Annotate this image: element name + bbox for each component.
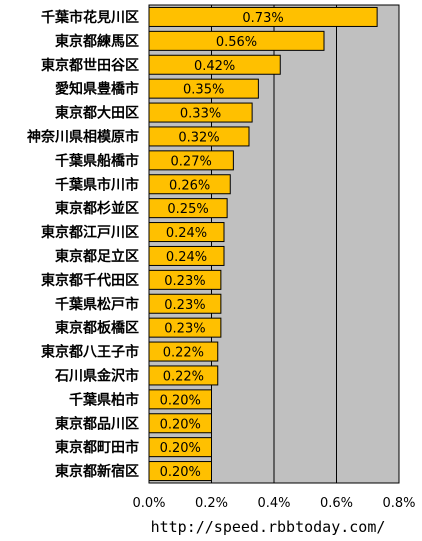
data-label: 0.20% <box>160 465 201 480</box>
bar <box>148 269 222 290</box>
bar <box>148 293 222 314</box>
bar <box>148 222 225 243</box>
data-label: 0.23% <box>164 322 205 337</box>
bar <box>148 413 212 434</box>
category-label: 千葉県船橋市 <box>55 152 139 169</box>
bar <box>148 437 212 458</box>
data-label: 0.73% <box>242 11 283 26</box>
bar <box>148 341 219 362</box>
data-label: 0.42% <box>194 59 235 74</box>
category-label: 東京都板橋区 <box>55 320 139 337</box>
bar <box>148 30 325 51</box>
data-label: 0.32% <box>178 130 219 145</box>
category-label: 東京都品川区 <box>55 415 139 432</box>
category-label: 千葉県市川市 <box>55 176 139 193</box>
category-label: 千葉市花見川区 <box>41 9 139 26</box>
category-label: 東京都世田谷区 <box>41 57 139 74</box>
x-tick-label: 0.2% <box>195 496 228 511</box>
x-tick-label: 0.4% <box>257 496 290 511</box>
bar <box>148 150 234 171</box>
category-label: 東京都大田区 <box>55 105 139 122</box>
data-label: 0.20% <box>160 441 201 456</box>
bar <box>148 198 228 219</box>
category-label: 愛知県豊橋市 <box>55 81 139 98</box>
bar <box>148 245 225 266</box>
category-label: 東京都千代田区 <box>41 272 139 289</box>
x-tick-label: 0.0% <box>132 496 165 511</box>
bar <box>148 126 250 147</box>
category-labels: 千葉市花見川区東京都練馬区東京都世田谷区愛知県豊橋市東京都大田区神奈川県相模原市… <box>27 9 139 480</box>
data-label: 0.27% <box>171 154 212 169</box>
category-label: 東京都江戸川区 <box>41 224 139 241</box>
x-tick-label: 0.8% <box>382 496 415 511</box>
data-label: 0.24% <box>166 250 207 265</box>
bar <box>148 174 231 195</box>
data-label: 0.26% <box>169 178 210 193</box>
category-label: 千葉県柏市 <box>69 391 139 408</box>
data-label: 0.25% <box>167 202 208 217</box>
data-label: 0.22% <box>163 369 204 384</box>
bar <box>148 6 378 27</box>
bar <box>148 365 219 386</box>
bar <box>148 102 253 123</box>
bar <box>148 389 212 410</box>
value-labels: 0.73% 0.56% 0.42% 0.35% 0.33% 0.32% 0.27% 0.26%… <box>160 11 284 480</box>
data-label: 0.33% <box>180 107 221 122</box>
category-label: 神奈川県相模原市 <box>27 128 139 145</box>
category-label: 千葉県松戸市 <box>55 296 139 313</box>
x-tick-label: 0.6% <box>320 496 353 511</box>
x-axis-tick-labels: 0.0% 0.2% 0.4% 0.6% 0.8% <box>132 496 415 511</box>
bar <box>148 78 259 99</box>
data-label: 0.22% <box>163 346 204 361</box>
category-label: 東京都杉並区 <box>55 200 139 217</box>
category-label: 東京都練馬区 <box>55 33 139 50</box>
bar <box>148 461 212 482</box>
data-label: 0.23% <box>164 274 205 289</box>
category-label: 東京都町田市 <box>55 439 139 456</box>
data-label: 0.23% <box>164 298 205 313</box>
category-label: 東京都八王子市 <box>41 344 139 361</box>
source-url: http://speed.rbbtoday.com/ <box>151 518 386 536</box>
data-label: 0.20% <box>160 417 201 432</box>
bar <box>148 317 222 338</box>
data-label: 0.56% <box>216 35 257 50</box>
data-label: 0.35% <box>183 83 224 98</box>
category-label: 石川県金沢市 <box>54 367 139 384</box>
data-label: 0.20% <box>160 393 201 408</box>
data-label: 0.24% <box>166 226 207 241</box>
category-label: 東京都新宿区 <box>55 463 139 480</box>
bar <box>148 54 281 75</box>
bars <box>148 6 378 482</box>
category-label: 東京都足立区 <box>55 248 139 265</box>
